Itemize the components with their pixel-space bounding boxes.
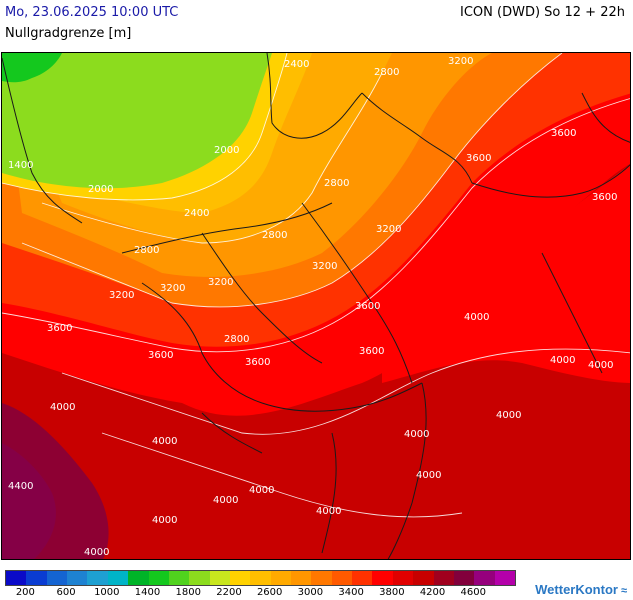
contour-label: 2800 xyxy=(134,245,159,256)
legend-swatch xyxy=(270,571,292,585)
contour-label: 3600 xyxy=(148,350,173,361)
contour-label: 3200 xyxy=(312,261,337,272)
contour-label: 3200 xyxy=(208,277,233,288)
legend-swatch xyxy=(189,571,210,585)
legend-label: 4600 xyxy=(460,587,486,598)
isoline-labels: 2400 2800 3200 2000 3600 3600 1400 2000 … xyxy=(8,56,617,558)
legend-swatch xyxy=(453,571,475,585)
contour-label: 2800 xyxy=(374,67,399,78)
legend-label: 3800 xyxy=(379,587,405,598)
contour-label: 3600 xyxy=(592,192,617,203)
isolines xyxy=(2,53,630,518)
zone-1400 xyxy=(2,53,62,83)
legend-swatch xyxy=(331,571,353,585)
zone-3800-east xyxy=(382,164,630,383)
freezing-level-map[interactable]: 2400 2800 3200 2000 3600 3600 1400 2000 … xyxy=(1,52,631,560)
contour-label: 2800 xyxy=(224,334,249,345)
contour-label: 4000 xyxy=(316,506,341,517)
legend-swatch xyxy=(413,571,434,585)
legend-label: 1400 xyxy=(134,587,161,598)
legend-swatch xyxy=(107,571,129,585)
contour-label: 4000 xyxy=(416,470,441,481)
contour-label: 3200 xyxy=(448,56,473,67)
contour-label: 3600 xyxy=(551,128,576,139)
contour-label: 3600 xyxy=(355,301,380,312)
legend-swatch xyxy=(291,571,312,585)
zone-4200-southwest xyxy=(2,403,109,559)
legend-label: 200 xyxy=(15,587,35,598)
legend-label: 600 xyxy=(56,587,76,598)
legend-label: 3000 xyxy=(297,587,324,598)
legend-swatch xyxy=(209,571,230,585)
borders xyxy=(2,53,630,559)
legend-swatch xyxy=(67,571,88,585)
legend-swatch xyxy=(433,571,454,585)
brand-name: WetterKontor xyxy=(535,582,618,597)
legend-swatch xyxy=(494,571,515,585)
contour-label: 4000 xyxy=(550,355,575,366)
legend-swatch xyxy=(229,571,251,585)
legend-label: 2600 xyxy=(256,587,283,598)
contour-label: 3200 xyxy=(160,283,185,294)
legend-swatch xyxy=(168,571,190,585)
contour-label: 2400 xyxy=(284,59,309,70)
contour-label: 3600 xyxy=(466,153,491,164)
contour-label: 2000 xyxy=(214,145,239,156)
map-canvas: 2400 2800 3200 2000 3600 3600 1400 2000 … xyxy=(2,53,630,559)
contour-label: 2400 xyxy=(184,208,209,219)
wind-icon: ≈ xyxy=(620,585,627,597)
legend-swatch xyxy=(46,571,68,585)
legend-swatch xyxy=(250,571,271,585)
contour-label: 2800 xyxy=(324,178,349,189)
legend-swatch xyxy=(128,571,149,585)
legend-swatch xyxy=(392,571,414,585)
contour-label: 4000 xyxy=(464,312,489,323)
parameter-title: Nullgradgrenze [m] xyxy=(5,26,132,41)
contour-label: 2000 xyxy=(88,184,113,195)
legend-swatch xyxy=(6,571,27,585)
contour-label: 3200 xyxy=(109,290,134,301)
legend-swatch xyxy=(311,571,332,585)
legend-swatch xyxy=(148,571,169,585)
legend-label: 3400 xyxy=(338,587,364,598)
contour-label: 4000 xyxy=(50,402,75,413)
legend-swatch xyxy=(352,571,373,585)
contour-label: 3600 xyxy=(245,357,270,368)
contour-label: 4000 xyxy=(84,547,109,558)
valid-datetime: Mo, 23.06.2025 10:00 UTC xyxy=(5,5,179,20)
contour-label: 4400 xyxy=(8,481,33,492)
contour-label: 3600 xyxy=(359,346,384,357)
legend-label: 1000 xyxy=(94,587,120,598)
legend-swatch xyxy=(26,571,47,585)
legend-label: 1800 xyxy=(175,587,201,598)
contour-label: 4000 xyxy=(496,410,521,421)
legend-swatch xyxy=(474,571,495,585)
model-run-label: ICON (DWD) So 12 + 22h xyxy=(460,5,625,20)
color-scale-bar xyxy=(5,570,516,586)
contour-label: 4000 xyxy=(404,429,429,440)
wetterkontor-logo[interactable]: WetterKontor ≈ xyxy=(535,582,627,597)
contour-label: 4000 xyxy=(249,485,274,496)
contour-label: 2800 xyxy=(262,230,287,241)
legend-label: 2200 xyxy=(216,587,242,598)
legend-swatch xyxy=(372,571,393,585)
contour-label: 1400 xyxy=(8,160,33,171)
legend-swatch xyxy=(87,571,108,585)
zone-2000-2200 xyxy=(2,53,272,189)
contour-label: 3200 xyxy=(376,224,401,235)
contour-label: 4000 xyxy=(588,360,613,371)
contour-label: 4000 xyxy=(152,436,177,447)
contour-label: 4000 xyxy=(213,495,238,506)
contour-label: 4000 xyxy=(152,515,177,526)
legend-label: 4200 xyxy=(419,587,446,598)
contour-label: 3600 xyxy=(47,323,72,334)
